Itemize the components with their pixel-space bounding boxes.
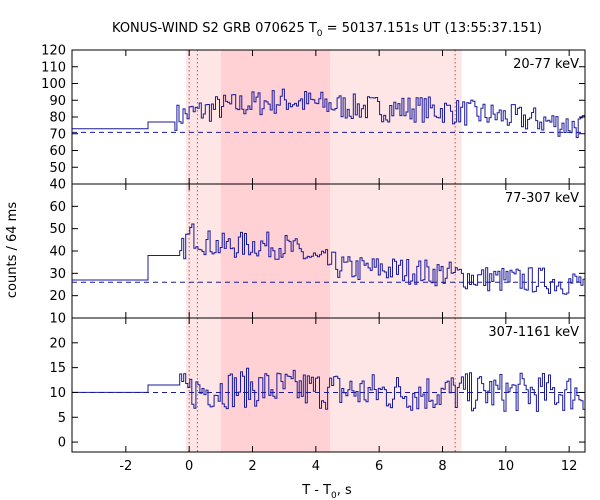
y-axis-label: counts / 64 ms: [5, 202, 20, 298]
y-tick-label: 50: [49, 161, 66, 176]
y-tick-label: 110: [41, 60, 66, 75]
y-tick-label: 70: [49, 127, 66, 142]
panel-frame: [71, 317, 586, 453]
y-tick-label: 0: [58, 436, 66, 451]
y-tick-label: 5: [58, 411, 66, 426]
y-tick-label: 20: [49, 289, 66, 304]
y-tick-label: 90: [49, 94, 66, 109]
y-tick-label: 20: [49, 336, 66, 351]
y-tick-label: 10: [49, 386, 66, 401]
y-tick-label: 80: [49, 111, 66, 126]
chart-title: KONUS-WIND S2 GRB 070625 T0 = 50137.151s…: [112, 21, 542, 39]
y-tick-label: 100: [41, 77, 66, 92]
x-tick-label: 2: [248, 459, 256, 474]
y-tick-label: 120: [41, 44, 66, 59]
x-tick-label: -2: [119, 459, 132, 474]
y-tick-label: 60: [49, 200, 66, 215]
y-tick-label: 10: [49, 312, 66, 327]
energy-band-label: 20-77 keV: [513, 57, 579, 72]
energy-band-label: 77-307 keV: [505, 191, 579, 206]
x-tick-label: 4: [312, 459, 320, 474]
x-tick-label: 0: [185, 459, 193, 474]
x-axis-label: T - T0, s: [301, 483, 352, 500]
light-curve-1: [72, 88, 585, 138]
x-tick-label: 8: [438, 459, 446, 474]
x-tick-label: 12: [561, 459, 578, 474]
energy-band-label: 307-1161 keV: [488, 325, 579, 340]
shaded-interval-dark: [220, 50, 331, 452]
light-curve-2: [72, 223, 585, 295]
y-tick-label: 15: [49, 361, 66, 376]
light-curve-3: [72, 367, 585, 412]
y-tick-label: 40: [49, 178, 66, 193]
y-tick-label: 40: [49, 245, 66, 260]
x-tick-label: 10: [498, 459, 515, 474]
y-tick-label: 30: [49, 267, 66, 282]
y-tick-label: 60: [49, 144, 66, 159]
x-tick-label: 6: [375, 459, 383, 474]
y-tick-label: 50: [49, 222, 66, 237]
